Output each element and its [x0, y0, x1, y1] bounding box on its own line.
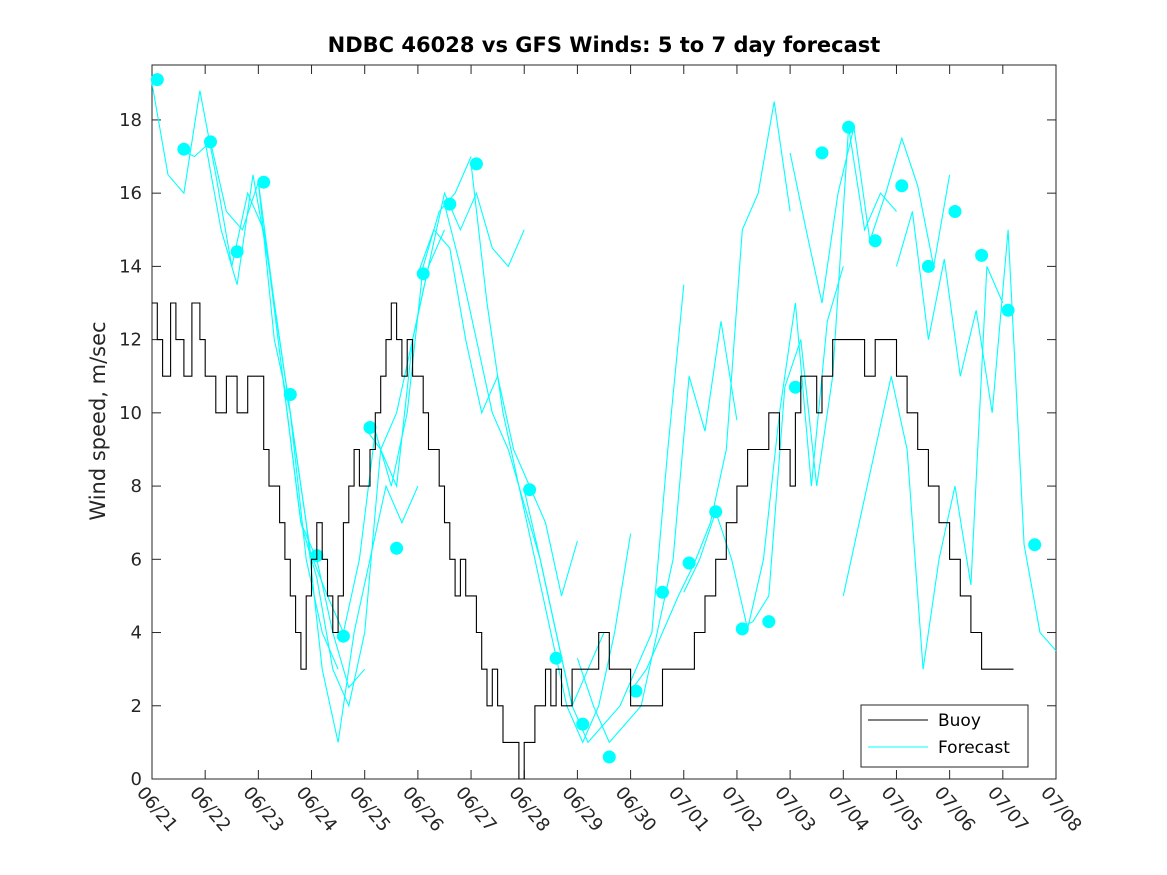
forecast-point	[735, 622, 749, 636]
forecast-point	[204, 135, 217, 149]
legend-box	[860, 704, 1029, 768]
forecast-markers	[150, 73, 1042, 764]
forecast-point	[549, 651, 563, 665]
legend: Buoy Forecast	[860, 704, 1029, 768]
forecast-line	[470, 163, 632, 744]
forecast-point	[523, 483, 537, 497]
forecast-point	[895, 179, 909, 193]
forecast-point	[815, 146, 829, 160]
forecast-point	[257, 175, 271, 189]
forecast-point	[788, 380, 802, 394]
forecast-line	[895, 211, 1057, 652]
y-tick-label: 4	[131, 623, 142, 644]
y-tick-label: 18	[119, 110, 142, 131]
forecast-point	[948, 205, 962, 218]
forecast-point	[390, 541, 404, 555]
y-tick-label: 12	[119, 330, 142, 351]
forecast-point	[416, 267, 430, 281]
forecast-line	[842, 266, 1004, 670]
forecast-point	[283, 388, 297, 401]
chart-title: NDBC 46028 vs GFS Winds: 5 to 7 day fore…	[328, 33, 881, 57]
legend-buoy-label: Buoy	[938, 711, 981, 731]
forecast-point	[230, 245, 244, 259]
forecast-point	[177, 142, 191, 156]
forecast-point	[682, 556, 696, 570]
y-tick-label: 0	[131, 769, 142, 790]
y-tick-label: 2	[131, 696, 142, 717]
forecast-point	[469, 157, 483, 171]
forecast-point	[656, 585, 669, 599]
forecast-point	[842, 120, 856, 134]
forecast-line	[576, 321, 738, 744]
forecast-line	[683, 266, 844, 630]
forecast-point	[336, 629, 350, 643]
forecast-line	[523, 284, 685, 744]
forecast-point	[709, 505, 723, 519]
forecast-point	[363, 421, 377, 434]
y-axis: 0 2 4 6 8 10 12 14 16 18	[119, 110, 1056, 790]
forecast-point	[762, 615, 776, 629]
y-axis-label: Wind speed, m/sec	[86, 321, 110, 520]
forecast-line	[630, 101, 791, 692]
forecast-line	[257, 182, 419, 743]
forecast-point	[602, 750, 616, 764]
plot-area	[151, 64, 1057, 780]
forecast-point	[629, 684, 643, 698]
y-tick-label: 8	[131, 476, 142, 497]
forecast-point	[150, 73, 164, 87]
forecast-point	[975, 248, 989, 262]
y-tick-label: 6	[131, 549, 142, 570]
legend-forecast-label: Forecast	[938, 738, 1010, 758]
forecast-point	[921, 259, 935, 273]
y-tick-label: 16	[119, 183, 142, 204]
buoy-line	[152, 302, 1014, 780]
forecast-line	[736, 127, 897, 630]
forecast-line	[364, 191, 525, 489]
buoy-series	[152, 302, 1014, 780]
forecast-point	[576, 717, 590, 731]
forecast-point	[1001, 303, 1015, 317]
forecast-point	[868, 234, 882, 248]
y-tick-label: 10	[119, 403, 142, 424]
y-tick-label: 14	[119, 256, 142, 277]
forecast-point	[1028, 538, 1042, 552]
forecast-point	[443, 197, 457, 211]
forecast-line	[443, 203, 605, 708]
